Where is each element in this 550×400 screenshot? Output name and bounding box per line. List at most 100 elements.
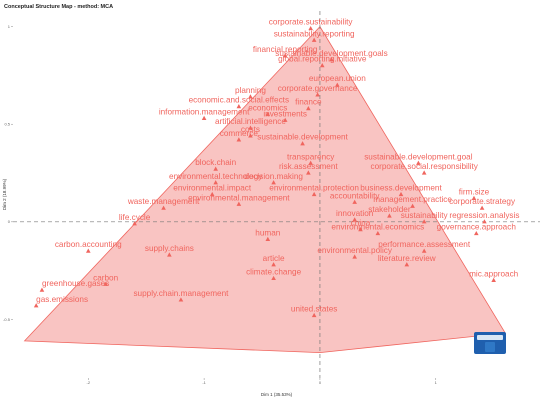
data-point-marker [311,312,317,318]
data-point-label: firm.size [459,187,490,196]
data-point-marker [352,199,357,204]
plot-panel [13,11,540,378]
chart-title: Conceptual Structure Map - method: MCA [4,4,113,10]
data-point-label: commerce [220,129,259,138]
data-point-label: supply.chains [145,244,194,253]
data-point-marker [282,53,288,58]
data-point-marker [308,160,313,165]
data-point-marker [282,117,288,122]
data-point-marker [132,221,137,226]
data-point-label: mic.approach [469,269,519,278]
plot-area: corporate.sustainability sustainability.r… [3,11,540,385]
data-point-label: accountability [330,191,381,200]
data-point-label: financial.reporting [253,45,318,54]
data-point-marker [103,281,108,286]
data-point-marker [311,37,317,42]
data-point-marker [213,166,218,171]
data-point-label: carbon [93,273,118,282]
data-point-label: environmental.economics [331,223,424,232]
logo-badge-icon [474,332,506,354]
data-point-label: greenhouse.gases [42,279,109,288]
data-point-marker [306,170,311,175]
data-point-label: article [263,254,285,263]
data-point-label: stakeholder [368,205,411,214]
data-point-label: block.chain [195,158,236,167]
y-tick-label: 0.5 [4,122,10,127]
data-point-label: environmental.impact [173,184,252,193]
y-tick-label: -0.5 [3,317,11,322]
x-tick-label: 1 [435,380,438,385]
data-point-marker [315,92,320,97]
data-point-label: risk.assessment [279,162,338,171]
data-point-label: information.management [159,107,250,116]
data-point-label: carbon.accounting [55,240,122,249]
data-points: corporate.sustainability sustainability.r… [33,18,519,318]
x-tick-label: -1 [202,380,206,385]
data-point-marker [375,230,381,236]
data-point-label: economics [248,103,287,112]
data-point-marker [201,115,207,120]
data-point-marker [308,25,313,31]
y-axis-title: Dim 2 (18.99%) [2,178,7,210]
data-point-label: gas.emissions [36,295,88,304]
data-point-marker [410,203,415,208]
data-point-marker [335,82,340,87]
data-point-marker [471,195,477,201]
data-point-marker [358,227,363,232]
data-point-marker [387,213,392,218]
x-tick-label: -2 [87,380,91,385]
data-point-label: business.development [360,184,442,193]
data-point-marker [421,248,427,253]
data-point-label: costs [241,125,260,134]
data-point-label: environmental.protection [269,184,359,193]
data-point-label: corporate.governance [278,84,358,93]
data-point-marker [248,125,253,130]
data-point-label: literature.review [378,254,436,263]
data-point-marker [398,191,404,197]
data-point-label: sustainable.development [257,133,348,142]
data-point-marker [482,219,487,224]
data-point-label: environmental.technology [169,172,263,181]
data-point-marker [236,201,242,206]
data-point-marker [209,191,215,197]
data-point-label: environmental.management [188,193,290,202]
data-point-label: transparency [287,152,335,161]
data-point-label: life.cycle [119,213,151,222]
data-point-label: human [255,228,280,237]
data-point-label: performance.assessment [378,240,471,249]
data-point-marker [404,262,410,267]
data-point-label: governance.approach [437,223,517,232]
data-point-marker [300,141,305,146]
data-point-marker [271,180,276,185]
x-tick-label: 0 [319,380,322,385]
data-point-marker [352,217,357,222]
data-point-marker [265,236,271,241]
data-point-label: supply.chain.management [133,289,229,298]
data-point-marker [473,230,479,236]
data-point-label: european.union [309,74,366,83]
data-point-marker [85,248,91,253]
data-point-marker [248,133,253,138]
y-tick-label: 0 [8,219,11,224]
data-point-marker [33,303,39,308]
data-point-marker [39,287,45,292]
data-point-marker [311,191,317,197]
data-point-marker [178,297,184,302]
data-point-marker [421,219,427,224]
data-point-marker [236,104,242,109]
x-axis-title: Dim 1 (35.53%) [261,392,293,397]
data-point-marker [213,180,218,185]
data-point-marker [416,160,421,165]
data-point-label: corporate.strategy [449,197,516,206]
data-point-marker [271,275,276,281]
data-point-label: finance [295,98,322,107]
data-point-label: china [351,219,371,228]
data-point-label: economic.and.social.effects [189,96,289,105]
data-point-marker [479,205,485,210]
data-point-label: planning [235,86,266,95]
data-point-marker [319,63,325,68]
data-point-label: management.practice [373,195,452,204]
data-point-label: climate.change [246,267,302,276]
data-point-marker [236,137,242,142]
data-point-marker [491,277,496,282]
